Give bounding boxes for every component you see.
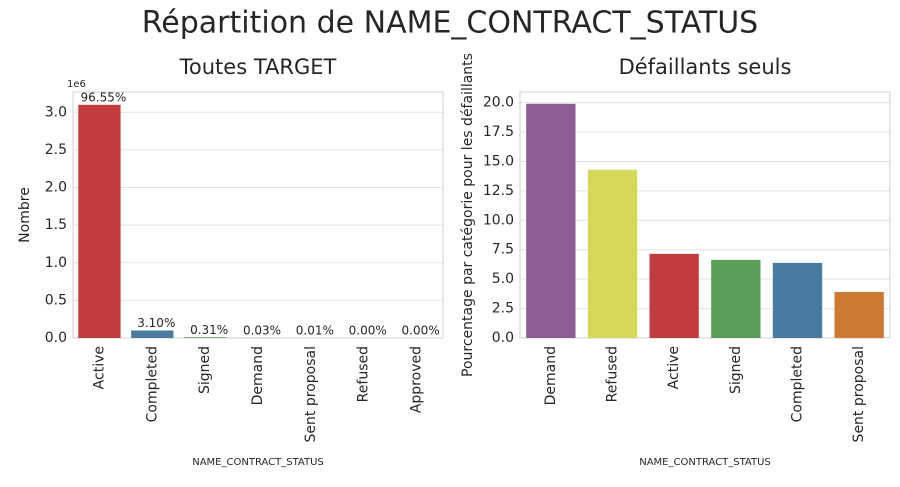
x-tick-label: Sent proposal: [851, 346, 867, 442]
plot-frame: [519, 91, 891, 339]
value-label: 0.01%: [296, 323, 334, 337]
value-label: 3.10%: [137, 316, 175, 330]
bar: [772, 262, 823, 338]
y-tick-label: 2.5: [492, 301, 514, 317]
value-label: 0.00%: [402, 324, 440, 338]
x-tick-label: Refused: [605, 346, 621, 402]
bar: [649, 253, 699, 338]
y-tick-label: 5.0: [492, 271, 514, 287]
x-tick-label: Active: [666, 346, 682, 389]
figure-title: Répartition de NAME_CONTRACT_STATUS: [142, 6, 758, 41]
y-tick-label: 7.5: [492, 242, 514, 258]
y-axis-label: Pourcentage par catégorie pour les défai…: [460, 53, 476, 377]
y-tick-label: 1.0: [45, 255, 67, 271]
bar: [711, 259, 761, 338]
y-tick-label: 2.5: [45, 142, 67, 158]
x-tick-label: Demand: [543, 346, 559, 405]
x-tick-label: Completed: [790, 346, 806, 422]
y-tick-label: 10.0: [483, 212, 514, 228]
subplot-title: Toutes TARGET: [179, 55, 337, 79]
x-axis-label: NAME_CONTRACT_STATUS: [192, 457, 324, 468]
value-label: 0.00%: [349, 324, 387, 338]
x-tick-label: Completed: [144, 346, 160, 422]
bar: [587, 169, 638, 338]
bar: [526, 103, 576, 339]
y-tick-label: 17.5: [483, 124, 514, 140]
y-tick-label: 2.0: [45, 180, 67, 196]
value-label: 96.55%: [81, 90, 127, 104]
x-tick-label: Sent proposal: [303, 346, 319, 442]
bar: [834, 291, 884, 338]
y-tick-label: 1.5: [45, 217, 67, 233]
x-tick-label: Approved: [409, 346, 425, 413]
y-axis-label: Nombre: [17, 187, 33, 243]
y-offset-label: 1e6: [67, 79, 86, 90]
y-tick-label: 12.5: [483, 183, 514, 199]
value-label: 0.31%: [190, 323, 228, 337]
bar: [78, 104, 121, 338]
value-label: 0.03%: [243, 323, 281, 337]
x-tick-label: Signed: [728, 346, 744, 394]
y-tick-label: 0.0: [45, 330, 67, 346]
x-tick-label: Refused: [356, 346, 372, 402]
bar: [184, 337, 227, 338]
x-tick-label: Active: [91, 346, 107, 389]
y-tick-label: 0.0: [492, 330, 514, 346]
subplot-title: Défaillants seuls: [619, 55, 792, 79]
x-tick-label: Demand: [250, 346, 266, 405]
x-tick-label: Signed: [197, 346, 213, 394]
y-tick-label: 20.0: [483, 95, 514, 111]
bar: [131, 330, 174, 338]
x-axis-label: NAME_CONTRACT_STATUS: [639, 457, 771, 468]
y-tick-label: 0.5: [45, 292, 67, 308]
y-tick-label: 3.0: [45, 104, 67, 120]
plot-frame: [72, 91, 444, 339]
y-tick-label: 15.0: [483, 153, 514, 169]
